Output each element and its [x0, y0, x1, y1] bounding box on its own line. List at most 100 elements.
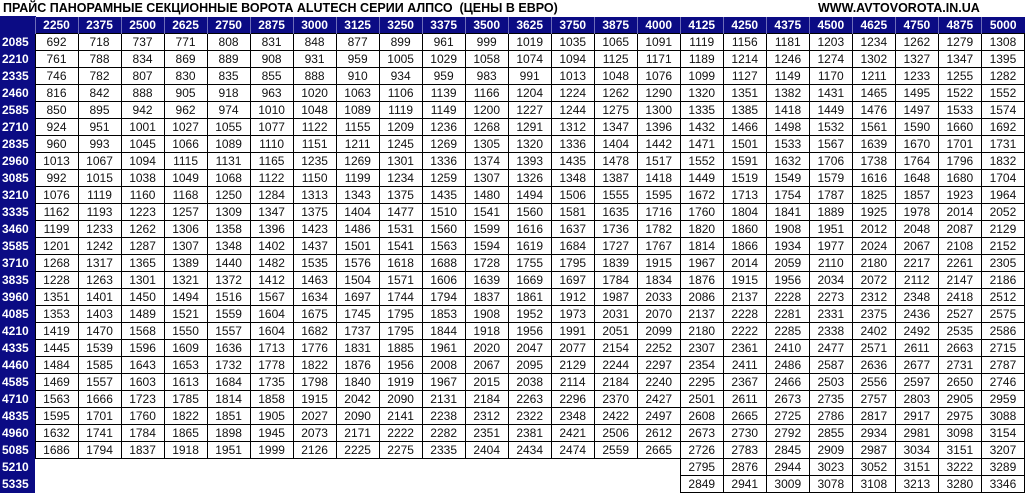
- price-cell: 1495: [894, 84, 939, 102]
- price-cell: 2008: [421, 356, 466, 374]
- price-cell: 963: [249, 84, 294, 102]
- price-cell: 1539: [77, 339, 122, 357]
- price-cell: 1019: [507, 33, 552, 51]
- price-cell: 2108: [937, 237, 982, 255]
- price-cell: 2052: [980, 203, 1025, 221]
- price-cell: 2981: [894, 424, 939, 442]
- price-cell: 2070: [636, 305, 681, 323]
- price-cell: 1343: [335, 186, 380, 204]
- height-header-cell: 3085: [0, 169, 35, 187]
- price-cell: 1697: [550, 271, 595, 289]
- price-cell: 2375: [851, 305, 896, 323]
- price-cell: 1234: [851, 33, 896, 51]
- price-cell: 2225: [335, 441, 380, 459]
- price-cell: 1067: [77, 152, 122, 170]
- price-cell: 1203: [808, 33, 853, 51]
- table-row: 3585 1201 1242 1287 1307 1348 1402 1437 1501 1541…: [0, 237, 1025, 255]
- price-cell: 1336: [421, 152, 466, 170]
- price-cell: 2263: [507, 390, 552, 408]
- height-header-cell: 2210: [0, 50, 35, 68]
- price-cell: 1282: [980, 67, 1025, 85]
- price-cell: 1579: [808, 169, 853, 187]
- price-cell: 2047: [507, 339, 552, 357]
- price-cell: 1898: [206, 424, 251, 442]
- price-cell: 1684: [206, 373, 251, 391]
- price-cell: 1609: [163, 339, 208, 357]
- price-cell: 1794: [77, 441, 122, 459]
- price-cell: 1301: [120, 271, 165, 289]
- price-cell: 1643: [120, 356, 165, 374]
- height-header-cell: 4960: [0, 424, 35, 442]
- price-cell: 1214: [722, 50, 767, 68]
- table-row: 2835 960 993 1045 1066 1089 1110 1151 1211 1245 12…: [0, 135, 1025, 153]
- price-cell: 1353: [34, 305, 79, 323]
- price-cell: 1560: [421, 220, 466, 238]
- price-cell: 1787: [808, 186, 853, 204]
- price-cell: 1541: [464, 203, 509, 221]
- price-cell: 1860: [722, 220, 767, 238]
- price-cell: 1915: [636, 254, 681, 272]
- price-cell: 1632: [34, 424, 79, 442]
- price-cell: 2331: [808, 305, 853, 323]
- price-cell: 2556: [851, 373, 896, 391]
- price-cell: 2466: [765, 373, 810, 391]
- price-cell: 1755: [507, 254, 552, 272]
- price-cell: 1557: [77, 373, 122, 391]
- price-cell: 1110: [249, 135, 294, 153]
- price-cell: 1567: [808, 135, 853, 153]
- price-cell: 1795: [378, 322, 423, 340]
- price-cell: 1001: [120, 118, 165, 136]
- price-cell: 1669: [507, 271, 552, 289]
- price-cell: 1235: [292, 152, 337, 170]
- price-cell: 1680: [937, 169, 982, 187]
- price-cell: 1918: [163, 441, 208, 459]
- price-cell: 1684: [550, 237, 595, 255]
- price-cell: 1552: [980, 84, 1025, 102]
- price-cell: 1595: [34, 407, 79, 425]
- price-cell: 1555: [593, 186, 638, 204]
- price-cell: 2137: [679, 305, 724, 323]
- price-cell: 1796: [937, 152, 982, 170]
- table-row: 3085 992 1015 1038 1049 1068 1122 1150 1199 1234 1…: [0, 169, 1025, 187]
- price-cell: 1925: [851, 203, 896, 221]
- price-cell: 1915: [292, 390, 337, 408]
- price-cell: 1531: [378, 220, 423, 238]
- price-cell: 1335: [679, 101, 724, 119]
- price-cell: 1776: [292, 339, 337, 357]
- price-cell: 2034: [808, 271, 853, 289]
- price-cell: 960: [34, 135, 79, 153]
- width-header-cell: 2750: [206, 16, 251, 34]
- table-row: 3835 1228 1263 1301 1321 1372 1412 1463 1504 1571…: [0, 271, 1025, 289]
- website-link[interactable]: WWW.AVTOVOROTA.IN.UA: [818, 1, 980, 15]
- price-cell: 1348: [550, 169, 595, 187]
- price-cell: 1465: [851, 84, 896, 102]
- price-cell: 1923: [937, 186, 982, 204]
- empty-cell: [551, 476, 594, 493]
- price-cell: 2073: [292, 424, 337, 442]
- price-cell: 1795: [550, 254, 595, 272]
- price-cell: 2129: [980, 220, 1025, 238]
- price-cell: 2501: [679, 390, 724, 408]
- empty-cell: [336, 476, 379, 493]
- empty-cell: [35, 459, 78, 476]
- price-cell: 1858: [249, 390, 294, 408]
- price-cell: 1498: [765, 118, 810, 136]
- price-cell: 1660: [937, 118, 982, 136]
- price-cell: 1348: [206, 237, 251, 255]
- price-cell: 1211: [851, 67, 896, 85]
- empty-cell: [121, 476, 164, 493]
- price-cell: 2787: [980, 356, 1025, 374]
- price-cell: 1048: [593, 67, 638, 85]
- price-cell: 959: [335, 50, 380, 68]
- price-cell: 1834: [636, 271, 681, 289]
- price-cell: 924: [34, 118, 79, 136]
- price-cell: 1550: [163, 322, 208, 340]
- price-cell: 1302: [851, 50, 896, 68]
- price-cell: 2571: [851, 339, 896, 357]
- price-cell: 1908: [765, 220, 810, 238]
- price-cell: 2240: [636, 373, 681, 391]
- empty-cell: [164, 476, 207, 493]
- price-cell: 1978: [894, 203, 939, 221]
- price-cell: 1035: [550, 33, 595, 51]
- price-cell: 1389: [163, 254, 208, 272]
